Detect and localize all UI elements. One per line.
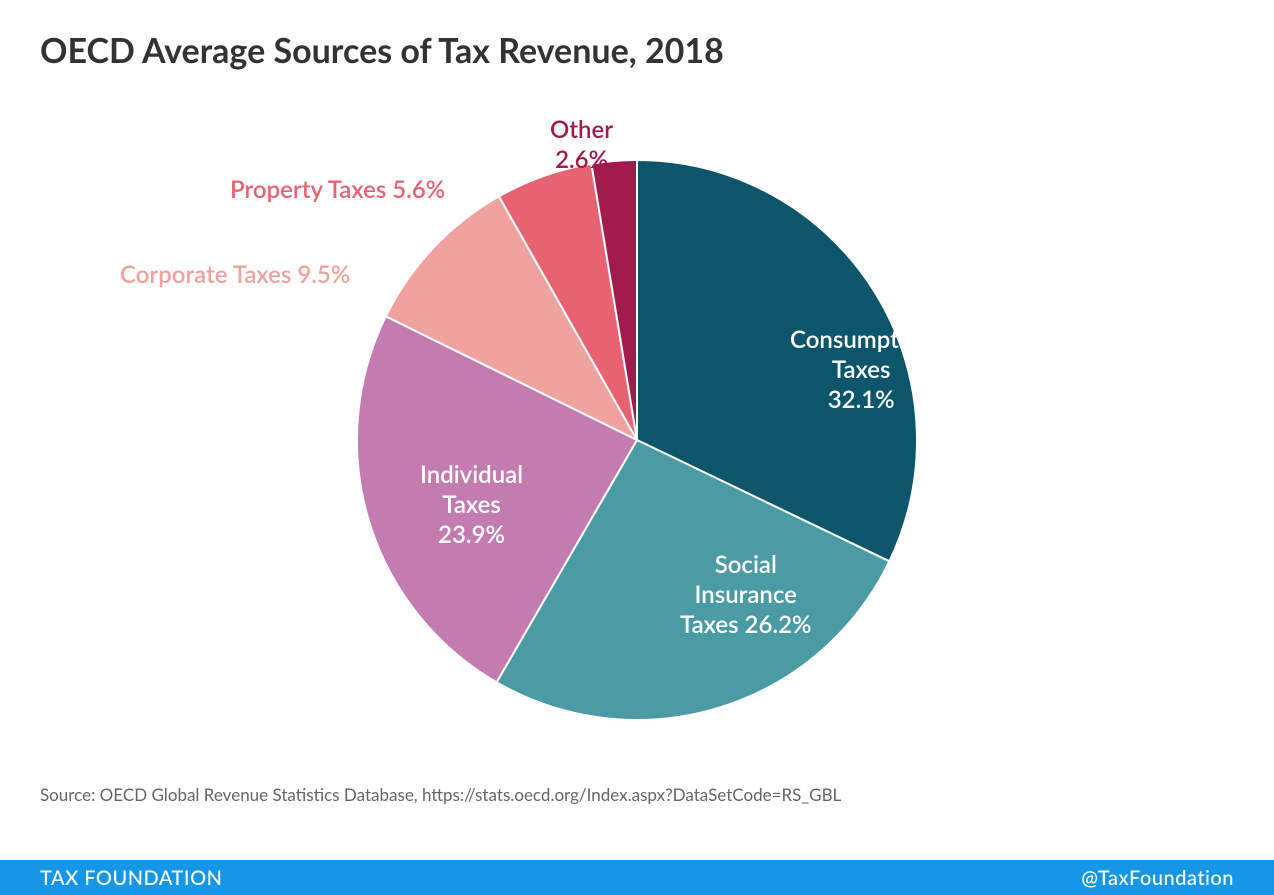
slice-label: Other2.6% (550, 115, 613, 175)
slice-label: Property Taxes 5.6% (230, 175, 445, 205)
chart-title: OECD Average Sources of Tax Revenue, 201… (40, 30, 724, 71)
source-text: Source: OECD Global Revenue Statistics D… (40, 784, 841, 805)
pie-chart (357, 160, 917, 720)
footer-bar: TAX FOUNDATION @TaxFoundation (0, 855, 1274, 895)
footer-brand: TAX FOUNDATION (40, 866, 222, 890)
slice-label: IndividualTaxes23.9% (420, 460, 523, 550)
chart-area: ConsumptionTaxes32.1% SocialInsuranceTaxe… (0, 110, 1274, 770)
slice-label: ConsumptionTaxes32.1% (790, 325, 932, 415)
chart-container: OECD Average Sources of Tax Revenue, 201… (0, 0, 1274, 895)
footer-handle: @TaxFoundation (1081, 866, 1234, 890)
slice-label: Corporate Taxes 9.5% (120, 260, 350, 290)
slice-label: SocialInsuranceTaxes 26.2% (680, 550, 811, 640)
